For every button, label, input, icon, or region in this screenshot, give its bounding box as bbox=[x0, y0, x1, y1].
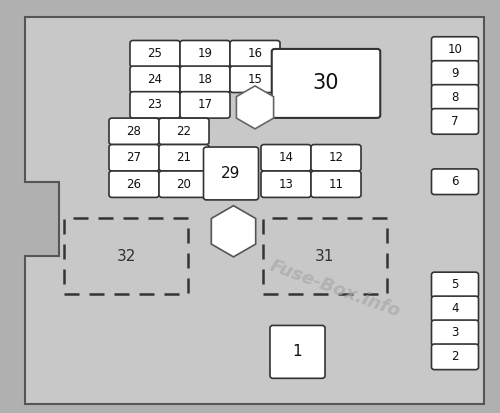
Text: 16: 16 bbox=[248, 47, 262, 60]
Text: Fuse-Box.info: Fuse-Box.info bbox=[267, 257, 403, 321]
FancyBboxPatch shape bbox=[311, 171, 361, 197]
Bar bbox=[263, 218, 387, 294]
FancyBboxPatch shape bbox=[109, 171, 159, 197]
FancyBboxPatch shape bbox=[311, 145, 361, 171]
FancyBboxPatch shape bbox=[432, 61, 478, 86]
Text: 5: 5 bbox=[452, 278, 458, 292]
FancyBboxPatch shape bbox=[432, 272, 478, 298]
Text: 31: 31 bbox=[316, 249, 334, 263]
Text: 22: 22 bbox=[176, 125, 192, 138]
Text: 23: 23 bbox=[148, 98, 162, 112]
Bar bbox=[64, 218, 188, 294]
Text: 12: 12 bbox=[328, 151, 344, 164]
FancyBboxPatch shape bbox=[180, 92, 230, 118]
FancyBboxPatch shape bbox=[180, 40, 230, 67]
FancyBboxPatch shape bbox=[130, 40, 180, 67]
Text: 4: 4 bbox=[451, 302, 459, 316]
Text: 28: 28 bbox=[126, 125, 142, 138]
Text: 26: 26 bbox=[126, 178, 142, 191]
Text: 2: 2 bbox=[451, 350, 459, 363]
FancyBboxPatch shape bbox=[432, 320, 478, 346]
FancyBboxPatch shape bbox=[432, 169, 478, 195]
Text: 19: 19 bbox=[198, 47, 212, 60]
FancyBboxPatch shape bbox=[270, 325, 325, 378]
FancyBboxPatch shape bbox=[432, 296, 478, 322]
Text: 21: 21 bbox=[176, 151, 192, 164]
FancyBboxPatch shape bbox=[432, 85, 478, 110]
FancyBboxPatch shape bbox=[432, 109, 478, 134]
Text: 7: 7 bbox=[451, 115, 459, 128]
Text: 6: 6 bbox=[451, 175, 459, 188]
FancyBboxPatch shape bbox=[109, 118, 159, 145]
FancyBboxPatch shape bbox=[261, 145, 311, 171]
FancyBboxPatch shape bbox=[130, 92, 180, 118]
FancyBboxPatch shape bbox=[432, 37, 478, 62]
Polygon shape bbox=[25, 17, 484, 404]
Text: 15: 15 bbox=[248, 73, 262, 86]
Text: 9: 9 bbox=[451, 67, 459, 80]
FancyBboxPatch shape bbox=[204, 147, 258, 200]
Text: 24: 24 bbox=[148, 73, 162, 86]
Polygon shape bbox=[212, 206, 256, 257]
Text: 30: 30 bbox=[313, 74, 339, 93]
Text: 25: 25 bbox=[148, 47, 162, 60]
FancyBboxPatch shape bbox=[230, 66, 280, 93]
FancyBboxPatch shape bbox=[261, 171, 311, 197]
FancyBboxPatch shape bbox=[109, 145, 159, 171]
FancyBboxPatch shape bbox=[230, 40, 280, 67]
Text: 13: 13 bbox=[278, 178, 293, 191]
Text: 3: 3 bbox=[452, 326, 458, 339]
Text: 11: 11 bbox=[328, 178, 344, 191]
Text: 29: 29 bbox=[222, 166, 240, 181]
Text: 27: 27 bbox=[126, 151, 142, 164]
FancyBboxPatch shape bbox=[432, 344, 478, 370]
Text: 8: 8 bbox=[452, 91, 458, 104]
Text: 1: 1 bbox=[292, 344, 302, 359]
Text: 32: 32 bbox=[116, 249, 136, 263]
FancyBboxPatch shape bbox=[159, 171, 209, 197]
Text: 18: 18 bbox=[198, 73, 212, 86]
FancyBboxPatch shape bbox=[159, 118, 209, 145]
FancyBboxPatch shape bbox=[159, 145, 209, 171]
Text: 20: 20 bbox=[176, 178, 192, 191]
Text: 17: 17 bbox=[198, 98, 212, 112]
Polygon shape bbox=[236, 86, 274, 129]
FancyBboxPatch shape bbox=[180, 66, 230, 93]
Text: 10: 10 bbox=[448, 43, 462, 56]
FancyBboxPatch shape bbox=[130, 66, 180, 93]
Text: 14: 14 bbox=[278, 151, 293, 164]
FancyBboxPatch shape bbox=[272, 49, 380, 118]
